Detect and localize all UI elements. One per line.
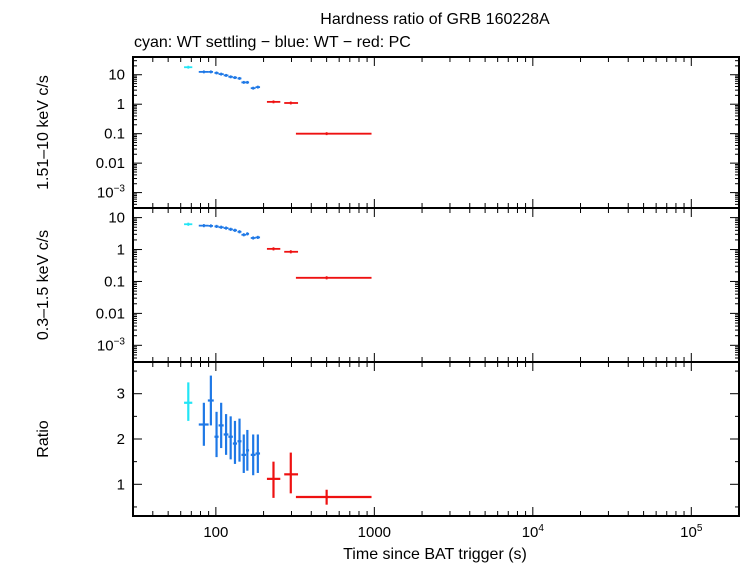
y-tick-label: 0.01 — [96, 305, 125, 322]
x-tick-label: 100 — [203, 524, 228, 541]
y-tick-label: 1 — [117, 476, 125, 493]
y-tick-label: 1 — [117, 242, 125, 259]
y-tick-label: 0.1 — [104, 273, 125, 290]
chart-subtitle: cyan: WT settling − blue: WT − red: PC — [134, 34, 411, 51]
y-tick-label: 2 — [117, 431, 125, 448]
x-tick-label: 1000 — [358, 524, 391, 541]
y-axis-label: 1.51–10 keV c/s — [35, 75, 52, 190]
y-axis-label: 0.3–1.5 keV c/s — [35, 230, 52, 340]
y-tick-label: 10 — [108, 210, 125, 227]
panel-frame — [132, 56, 740, 209]
panel-1: 10 1 0.1 0.01 10−3 1.51–10 keV c/s — [35, 56, 740, 209]
y-tick-label: 0.01 — [96, 155, 125, 172]
y-tick-label: 10 — [108, 67, 125, 84]
x-axis-label: Time since BAT trigger (s) — [343, 546, 527, 563]
panel-2: 10 1 0.1 0.01 10−3 0.3–1.5 keV c/s — [35, 207, 740, 363]
panel-3: 3 2 1 Ratio 100 1000 104 105 — [35, 361, 740, 541]
y-tick-label: 3 — [117, 386, 125, 403]
y-tick-label: 0.1 — [104, 126, 125, 143]
x-tick-label: 105 — [680, 523, 703, 541]
y-tick-label: 10−3 — [97, 336, 126, 354]
panel-frame — [132, 361, 740, 517]
chart-title: Hardness ratio of GRB 160228A — [320, 11, 550, 28]
x-tick-label: 104 — [522, 523, 545, 541]
y-tick-label: 1 — [117, 96, 125, 113]
y-tick-label: 10−3 — [97, 184, 126, 202]
y-axis-label: Ratio — [35, 420, 52, 457]
panel-frame — [132, 207, 740, 363]
